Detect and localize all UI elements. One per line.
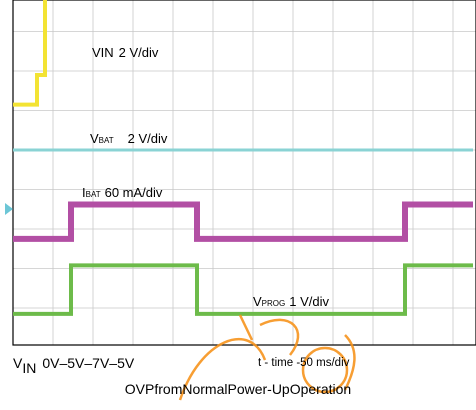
- watermark-logo-icon: [178, 314, 356, 401]
- ibat-label-sub: BAT: [86, 190, 101, 199]
- vprog-label-main: V: [253, 294, 262, 309]
- trace-vin: [13, 0, 47, 107]
- traces: [13, 0, 473, 316]
- trace-labels: VIN 2 V/div VBAT 2 V/div IBAT 60 mA/div VPR…: [82, 45, 329, 309]
- time-axis-label: t - time -50 ms/div: [258, 357, 350, 369]
- vin-sequence-prefix-main: V: [13, 355, 23, 371]
- vbat-label-sub: BAT: [99, 136, 114, 145]
- plot-frame: [12, 0, 476, 346]
- trace-vprog: [13, 263, 473, 316]
- vbat-label: VBAT 2 V/div: [90, 131, 168, 146]
- figure-caption: OVPfromNormalPower-UpOperation: [124, 381, 352, 397]
- vin-sequence-label: VIN 0V–5V–7V–5V: [13, 355, 135, 376]
- vbat-label-scale: 2 V/div: [128, 131, 168, 146]
- vin-label-scale: 2 V/div: [119, 45, 159, 60]
- trace-ibat: [13, 201, 473, 242]
- vprog-label-scale: 1 V/div: [289, 294, 329, 309]
- vbat-ground-marker-icon: [5, 203, 13, 215]
- vprog-label: VPROG 1 V/div: [253, 294, 329, 309]
- ibat-label-main: I: [82, 185, 86, 200]
- grid: [13, 0, 476, 345]
- vprog-label-sub: PROG: [262, 299, 286, 308]
- vbat-label-main: V: [90, 131, 99, 146]
- vin-label-main: VIN: [92, 45, 114, 60]
- ibat-label: IBAT 60 mA/div: [82, 185, 163, 200]
- vin-sequence-values: 0V–5V–7V–5V: [42, 355, 135, 371]
- vin-sequence-prefix-sub: IN: [22, 360, 37, 376]
- vin-label: VIN 2 V/div: [92, 45, 159, 60]
- ibat-label-scale: 60 mA/div: [105, 185, 163, 200]
